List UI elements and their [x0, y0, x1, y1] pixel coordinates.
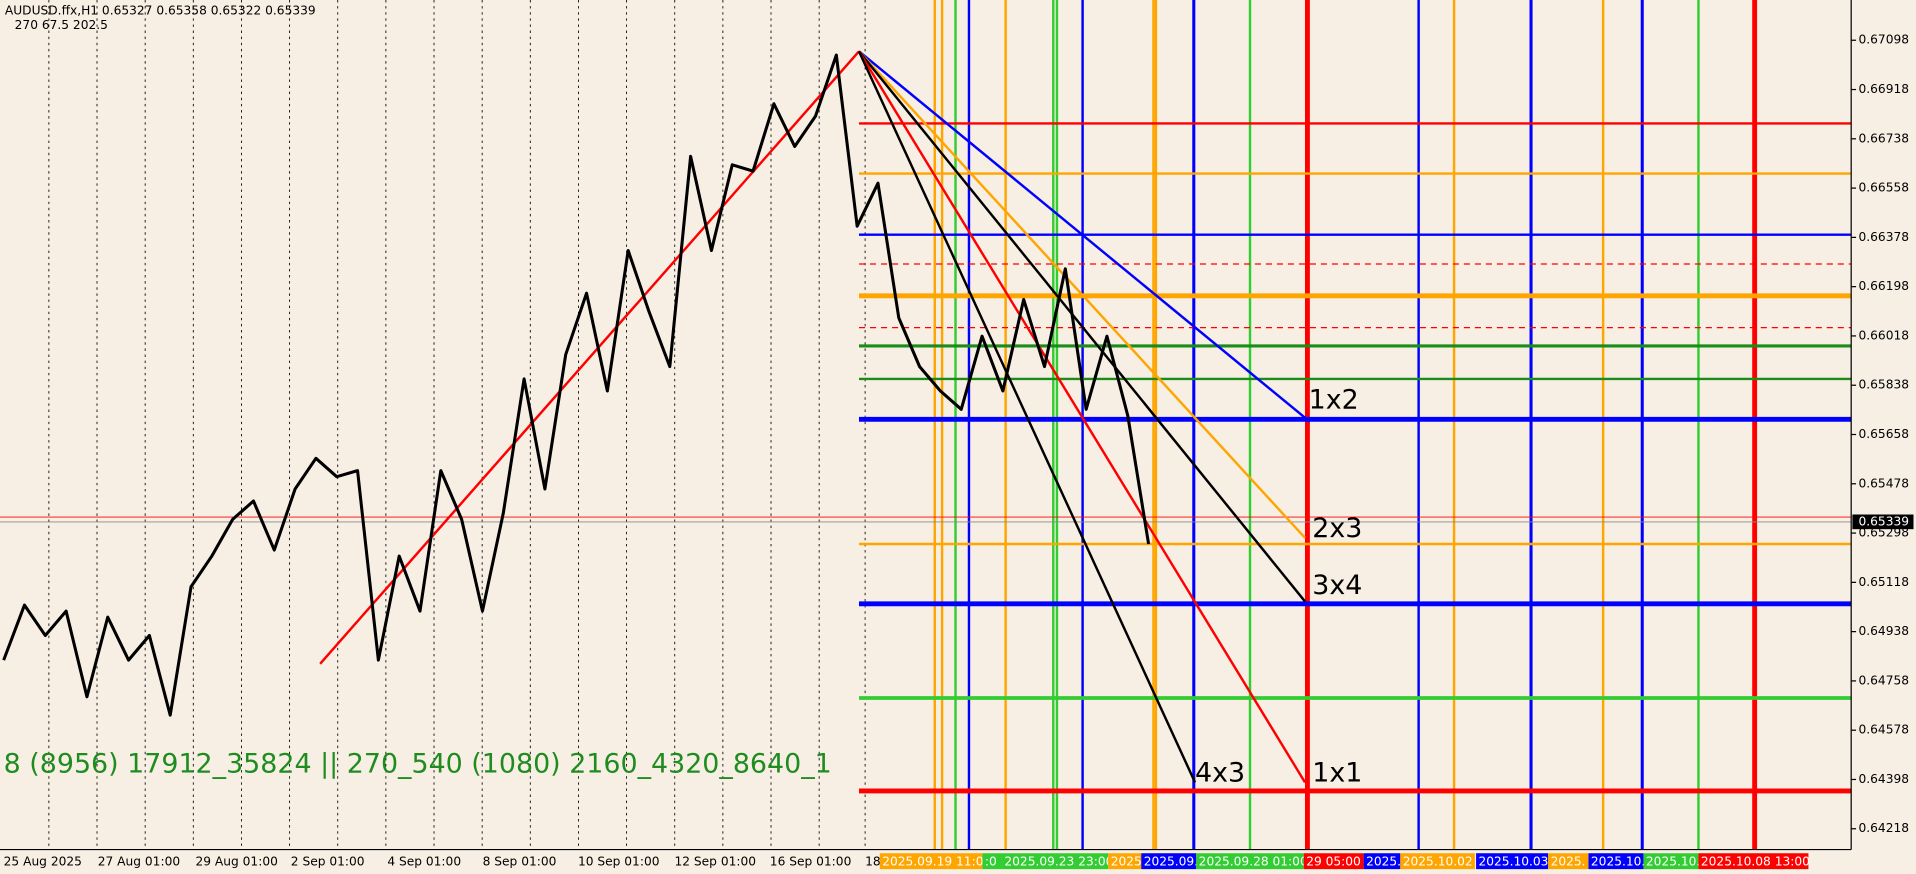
time-marker-label: 2025.09.23 23:00 [1004, 854, 1113, 868]
time-marker-label: 2025.09.19 11:00 [882, 854, 991, 868]
fan-line [857, 50, 1197, 783]
y-tick-label: 0.66918 [1859, 82, 1910, 96]
y-tick-label: 0.64938 [1859, 624, 1910, 638]
y-tick-label: 0.67098 [1859, 33, 1910, 47]
y-tick-label: 0.65658 [1859, 427, 1910, 441]
y-tick-label: 0.66198 [1859, 279, 1910, 293]
y-tick-label: 0.64218 [1859, 821, 1910, 835]
current-price-label: 0.65339 [1859, 514, 1910, 528]
y-tick-label: 0.66558 [1859, 181, 1910, 195]
fan-line [858, 50, 1311, 423]
y-tick-label: 0.65118 [1859, 575, 1910, 589]
time-marker-bg [1001, 853, 1109, 870]
symbol-info: AUDUSD.ffx,H1 0.65327 0.65358 0.65322 0.… [5, 4, 316, 18]
y-tick-label: 0.66378 [1859, 230, 1910, 244]
time-marker-label: 2025. [1111, 854, 1146, 868]
time-marker-label: 29 05:00 [1306, 854, 1361, 868]
x-tick-label: 16 Sep 01:00 [770, 854, 852, 868]
trend-line [319, 50, 860, 665]
y-tick-label: 0.66018 [1859, 328, 1910, 342]
x-tick-label: 2 Sep 01:00 [291, 854, 365, 868]
y-tick-label: 0.66738 [1859, 131, 1910, 145]
time-marker-bg [1400, 853, 1475, 870]
time-marker-bg [879, 853, 983, 870]
y-tick-label: 0.65838 [1859, 378, 1910, 392]
y-tick-label: 0.65478 [1859, 476, 1910, 490]
time-marker-label: 2025. [1551, 854, 1586, 868]
level-label: 3x4 [1312, 570, 1362, 601]
time-marker-bg [1196, 853, 1304, 870]
time-marker-bg [1476, 853, 1549, 870]
x-tick-label: 4 Sep 01:00 [387, 854, 461, 868]
time-marker-label: 2025.10. [1591, 854, 1645, 868]
time-marker-label: :0 [985, 854, 997, 868]
x-tick-label: 12 Sep 01:00 [674, 854, 756, 868]
time-marker-label: 2025. [1366, 854, 1401, 868]
time-marker-bg [1548, 853, 1589, 870]
y-tick-label: 0.64758 [1859, 673, 1910, 687]
y-tick-label: 0.64578 [1859, 723, 1910, 737]
x-tick-label: 25 Aug 2025 [4, 854, 82, 868]
drawings [0, 0, 1852, 850]
x-tick-label: 18 [865, 854, 881, 868]
current-price-box [1852, 514, 1914, 530]
time-marker-label: 2025.10.02 [1403, 854, 1473, 868]
level-label: 1x1 [1312, 757, 1362, 788]
time-marker-label: 2025.09.28 01:00 [1199, 854, 1308, 868]
x-tick-label: 29 Aug 01:00 [196, 854, 278, 868]
indicator-params: 270 67.5 202.5 [15, 18, 108, 32]
fan-line [858, 50, 1306, 603]
level-label: 2x3 [1312, 513, 1362, 544]
fan-line [857, 50, 1307, 783]
time-marker-label: 2025.09. [1144, 854, 1198, 868]
time-marker-bg [1698, 853, 1809, 870]
time-marker-bg [1141, 853, 1197, 870]
time-marker-label: 2025.10.03 [1478, 854, 1548, 868]
time-marker-label: 2025.10.08 13:00 [1701, 854, 1810, 868]
level-label: 4x3 [1195, 757, 1245, 788]
time-marker-bg [1363, 853, 1401, 870]
time-marker-bg [982, 853, 1002, 870]
time-marker-bg [1108, 853, 1142, 870]
level-label: 1x2 [1309, 384, 1359, 415]
y-tick-label: 0.64398 [1859, 772, 1910, 786]
time-marker-label: 2025.10. [1646, 854, 1700, 868]
x-tick-label: 27 Aug 01:00 [98, 854, 180, 868]
price-series [2, 53, 1151, 717]
time-marker-bg [1643, 853, 1699, 870]
time-marker-bg [1303, 853, 1364, 870]
x-tick-label: 8 Sep 01:00 [483, 854, 557, 868]
time-marker-bg [1588, 853, 1644, 870]
plot [2, 53, 1151, 717]
annotation: 8 (8956) 17912_35824 || 270_540 (1080) 2… [4, 749, 832, 780]
fan-line [858, 50, 1306, 539]
x-tick-label: 10 Sep 01:00 [578, 854, 660, 868]
